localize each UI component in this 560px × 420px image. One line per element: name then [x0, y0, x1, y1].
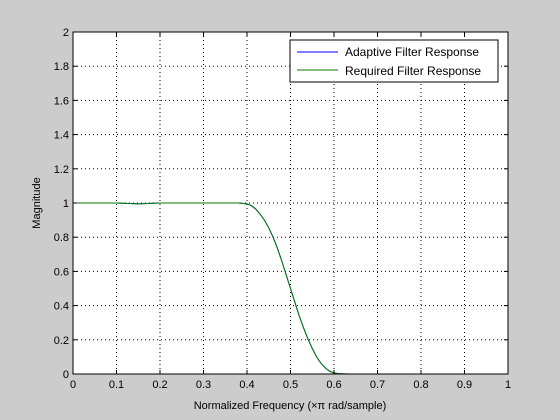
y-tick-label: 2 [63, 27, 69, 39]
x-tick-label: 0.3 [196, 379, 211, 391]
plot-area [73, 32, 508, 374]
ticks: 0 0.1 0.2 0.3 0.4 0.5 0.6 0.7 0.8 0.9 1 0 0.2 0.4 0.6 0… [54, 27, 511, 391]
legend-label-required: Required Filter Response [345, 64, 481, 78]
x-tick-label: 0.5 [283, 379, 298, 391]
x-tick-label: 1 [505, 379, 511, 391]
y-tick-label: 0.4 [54, 301, 69, 313]
y-tick-label: 0.8 [54, 232, 69, 244]
x-tick-label: 0.1 [109, 379, 124, 391]
x-tick-label: 0.8 [413, 379, 428, 391]
x-tick-label: 0.7 [370, 379, 385, 391]
x-tick-label: 0 [70, 379, 76, 391]
legend-label-adaptive: Adaptive Filter Response [345, 45, 479, 59]
y-tick-label: 1.8 [54, 61, 69, 73]
y-tick-label: 0.2 [54, 335, 69, 347]
x-tick-label: 0.9 [457, 379, 472, 391]
legend-box [289, 39, 499, 83]
y-tick-label: 1.4 [54, 130, 69, 142]
y-tick-label: 0 [63, 369, 69, 381]
x-tick-label: 0.2 [152, 379, 167, 391]
y-tick-label: 1.6 [54, 95, 69, 107]
x-axis-label: Normalized Frequency (×π rad/sample) [194, 400, 387, 412]
legend: Adaptive Filter Response Required Filter… [289, 39, 499, 83]
y-tick-label: 1 [63, 198, 69, 210]
x-tick-label: 0.6 [326, 379, 341, 391]
y-tick-label: 0.6 [54, 266, 69, 278]
grid [73, 32, 508, 374]
y-tick-label: 1.2 [54, 164, 69, 176]
x-tick-label: 0.4 [239, 379, 254, 391]
y-axis-label: Magnitude [31, 177, 43, 228]
